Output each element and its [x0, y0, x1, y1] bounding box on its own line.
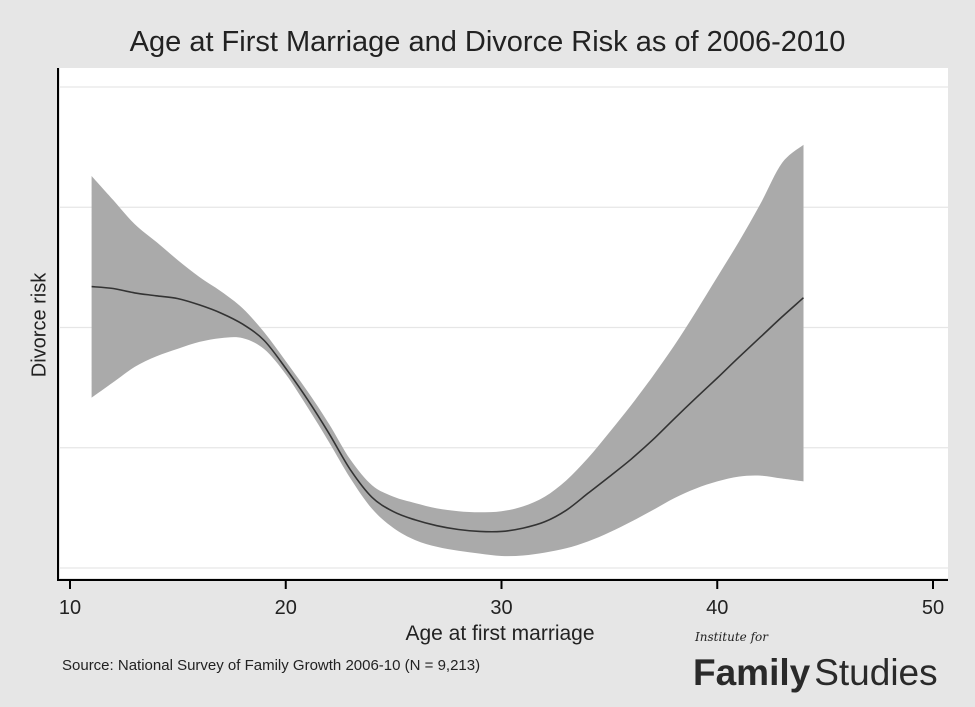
logo-wordmark: Family Studies	[693, 652, 938, 694]
logo-word-family: Family	[693, 652, 811, 693]
x-tick-label: 40	[706, 597, 728, 619]
logo-word-studies: Studies	[814, 652, 938, 693]
x-axis-ticks: 10 20 30 40 50	[59, 580, 944, 619]
x-axis-label: Age at first marriage	[405, 622, 595, 645]
x-tick-label: 20	[275, 597, 297, 619]
chart-title: Age at First Marriage and Divorce Risk a…	[129, 26, 846, 58]
logo-small-text: Institute for	[695, 630, 768, 644]
source-note: Source: National Survey of Family Growth…	[62, 657, 481, 674]
confidence-band	[91, 144, 804, 557]
x-tick-label: 50	[922, 597, 944, 619]
x-tick-label: 30	[490, 597, 512, 619]
institute-logo: Institute for Family Studies	[693, 630, 963, 700]
fitted-line	[91, 285, 805, 533]
y-axis-label: Divorce risk	[28, 272, 51, 378]
x-tick-label: 10	[59, 597, 81, 619]
